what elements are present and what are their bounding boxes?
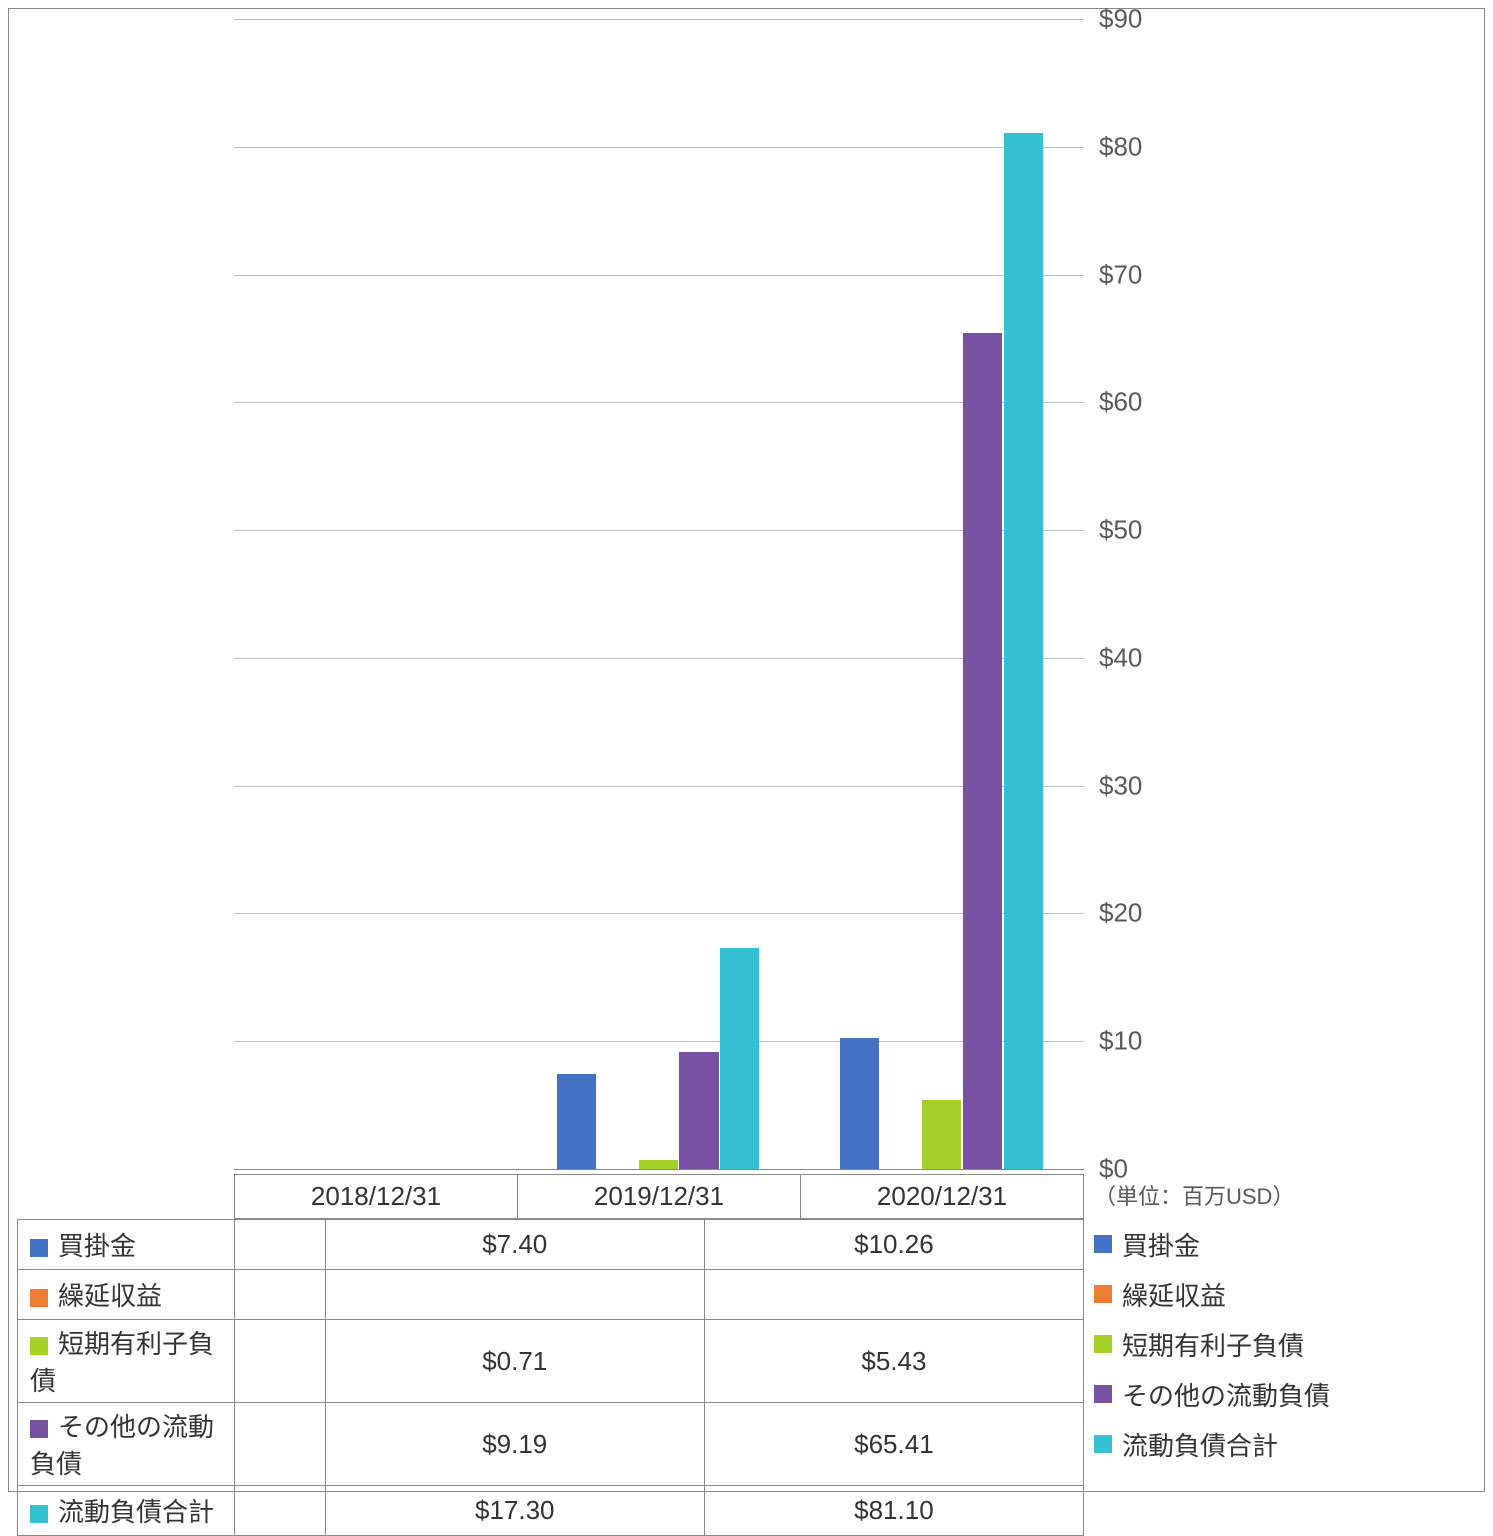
table-row-header: 買掛金	[18, 1220, 235, 1270]
table-cell: $81.10	[704, 1486, 1083, 1536]
baseline	[234, 1169, 1084, 1170]
series-swatch	[30, 1337, 48, 1355]
table-cell	[235, 1486, 326, 1536]
series-swatch	[30, 1505, 48, 1523]
legend-label: 買掛金	[1122, 1226, 1200, 1263]
table-row: 流動負債合計 $17.30$81.10	[18, 1486, 1084, 1536]
bar	[1004, 133, 1043, 1169]
legend-label: その他の流動負債	[1122, 1376, 1330, 1413]
table-row: 買掛金 $7.40$10.26	[18, 1220, 1084, 1270]
table-cell: $9.19	[325, 1403, 704, 1486]
legend-item: 短期有利子負債	[1094, 1319, 1474, 1369]
legend-item: その他の流動負債	[1094, 1369, 1474, 1419]
bar	[639, 1160, 678, 1169]
y-tick-label: $60	[1099, 387, 1142, 418]
unit-label: （単位：百万USD）	[1094, 1179, 1294, 1211]
legend-item: 流動負債合計	[1094, 1419, 1474, 1469]
series-name: 流動負債合計	[58, 1497, 214, 1527]
legend: 買掛金繰延収益短期有利子負債その他の流動負債流動負債合計	[1094, 1219, 1474, 1469]
y-tick-label: $30	[1099, 770, 1142, 801]
x-category-label: 2020/12/31	[801, 1175, 1084, 1218]
y-tick-label: $50	[1099, 515, 1142, 546]
y-tick-label: $40	[1099, 642, 1142, 673]
bar	[840, 1038, 879, 1169]
y-tick-label: $80	[1099, 131, 1142, 162]
table-cell	[325, 1270, 704, 1320]
bar	[963, 333, 1002, 1169]
table-cell: $7.40	[325, 1220, 704, 1270]
legend-swatch	[1094, 1385, 1112, 1403]
plot-area	[234, 19, 1084, 1169]
legend-swatch	[1094, 1335, 1112, 1353]
bar	[679, 1052, 718, 1169]
chart-container: $0$10$20$30$40$50$60$70$80$90 （単位：百万USD）…	[8, 8, 1485, 1492]
table-cell	[235, 1320, 326, 1403]
y-tick-label: $70	[1099, 259, 1142, 290]
series-swatch	[30, 1420, 48, 1438]
series-name: 短期有利子負債	[30, 1329, 214, 1396]
legend-label: 繰延収益	[1122, 1276, 1226, 1313]
x-axis-categories: 2018/12/312019/12/312020/12/31	[234, 1174, 1084, 1219]
legend-swatch	[1094, 1235, 1112, 1253]
table-row-header: 流動負債合計	[18, 1486, 235, 1536]
x-category-label: 2018/12/31	[235, 1175, 518, 1218]
table-row-header: 繰延収益	[18, 1270, 235, 1320]
series-swatch	[30, 1289, 48, 1307]
table-cell	[235, 1270, 326, 1320]
series-name: 買掛金	[58, 1231, 136, 1261]
legend-item: 繰延収益	[1094, 1269, 1474, 1319]
legend-label: 短期有利子負債	[1122, 1326, 1304, 1363]
table-cell: $0.71	[325, 1320, 704, 1403]
table-cell: $5.43	[704, 1320, 1083, 1403]
table-cell	[235, 1220, 326, 1270]
data-table: 買掛金$7.40$10.26繰延収益短期有利子負債$0.71$5.43その他の流…	[17, 1219, 1084, 1536]
bar	[557, 1074, 596, 1169]
x-category-label: 2019/12/31	[518, 1175, 801, 1218]
bar-layer	[234, 19, 1084, 1169]
legend-item: 買掛金	[1094, 1219, 1474, 1269]
y-tick-label: $90	[1099, 4, 1142, 35]
table-cell: $17.30	[325, 1486, 704, 1536]
table-row: 短期有利子負債 $0.71$5.43	[18, 1320, 1084, 1403]
table-row: 繰延収益	[18, 1270, 1084, 1320]
legend-swatch	[1094, 1285, 1112, 1303]
legend-swatch	[1094, 1435, 1112, 1453]
y-tick-label: $20	[1099, 898, 1142, 929]
bar	[720, 948, 759, 1169]
table-row-header: 短期有利子負債	[18, 1320, 235, 1403]
table-row-header: その他の流動負債	[18, 1403, 235, 1486]
series-name: その他の流動負債	[30, 1412, 214, 1479]
series-name: 繰延収益	[58, 1281, 162, 1311]
table-cell: $65.41	[704, 1403, 1083, 1486]
y-tick-label: $10	[1099, 1026, 1142, 1057]
table-cell	[235, 1403, 326, 1486]
table-row: その他の流動負債 $9.19$65.41	[18, 1403, 1084, 1486]
y-axis: $0$10$20$30$40$50$60$70$80$90	[1099, 19, 1219, 1169]
table-cell: $10.26	[704, 1220, 1083, 1270]
legend-label: 流動負債合計	[1122, 1426, 1278, 1463]
series-swatch	[30, 1239, 48, 1257]
table-cell	[704, 1270, 1083, 1320]
bar	[922, 1100, 961, 1169]
